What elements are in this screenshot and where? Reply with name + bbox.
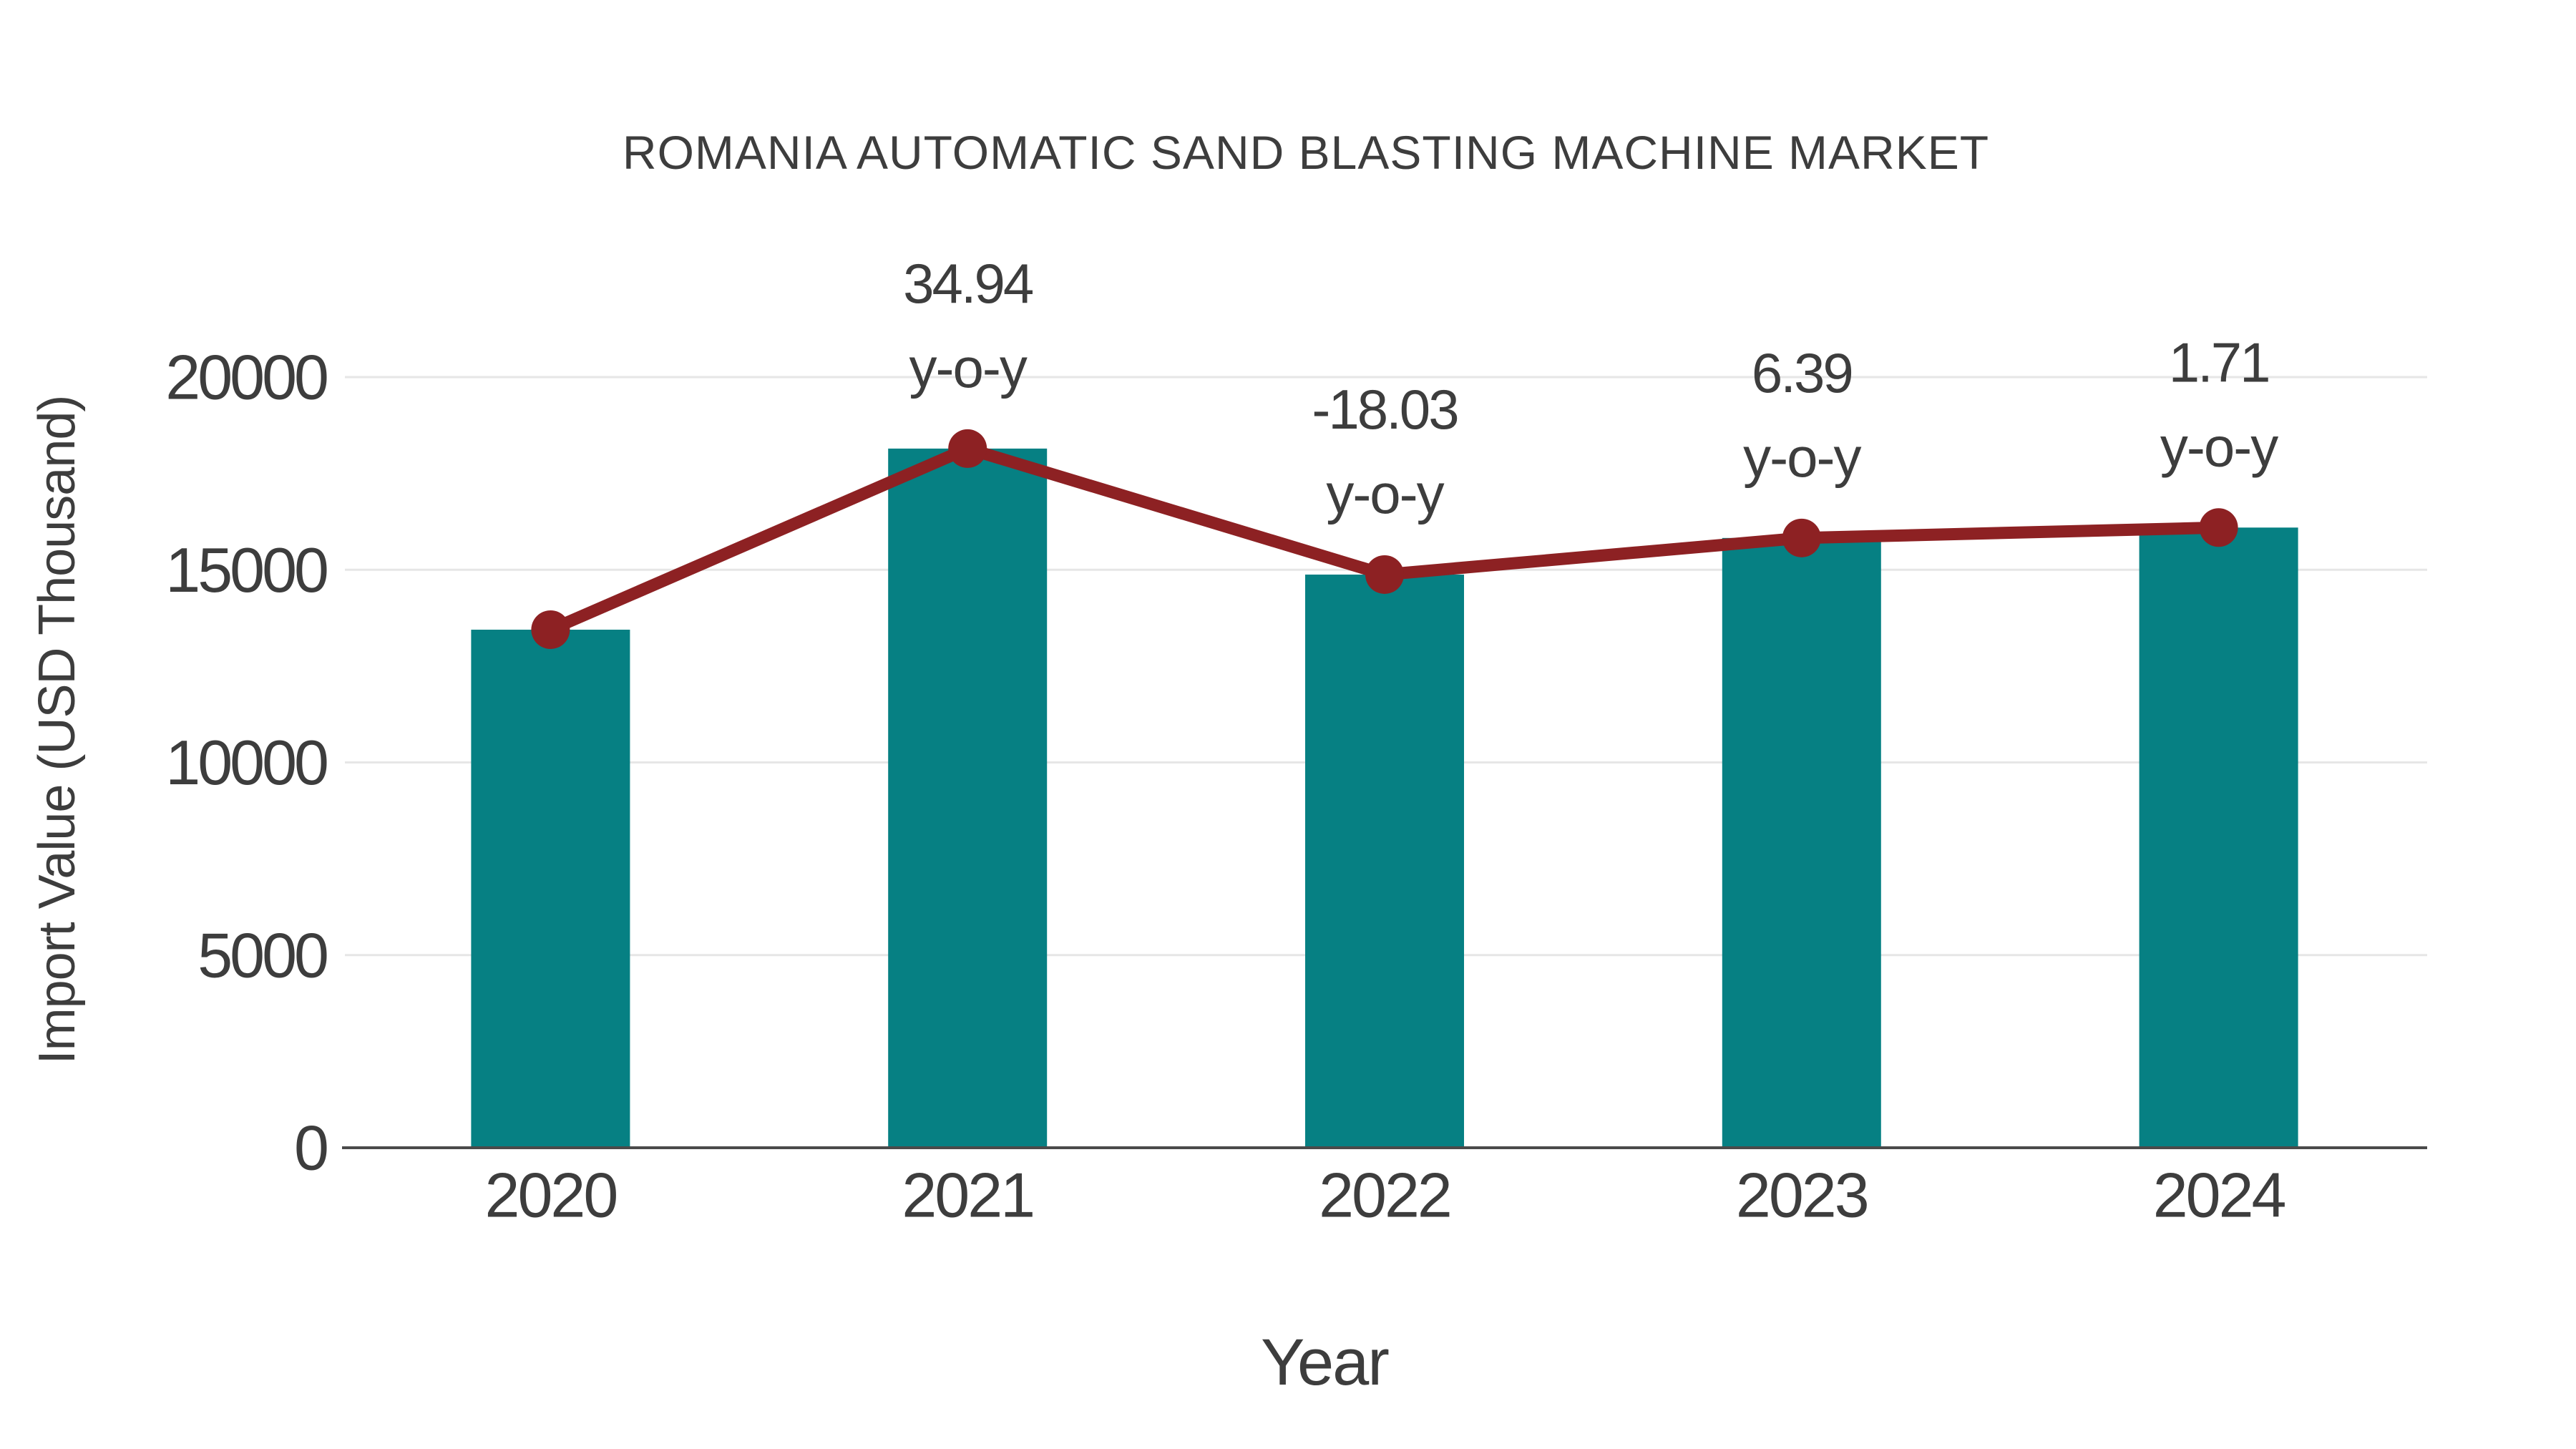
y-axis-title: Import Value (USD Thousand)	[29, 395, 86, 1065]
y-tick-label-10000: 10000	[165, 727, 327, 798]
y-tick-label-0: 0	[294, 1113, 327, 1184]
trend-marker-2024	[2199, 508, 2238, 547]
trend-marker-2020	[531, 610, 570, 649]
annotation-2024-suffix: y-o-y	[2160, 415, 2278, 478]
bar-2024	[2139, 527, 2298, 1148]
trend-marker-2023	[1782, 518, 1821, 557]
bar-2020	[471, 629, 630, 1148]
annotation-2022-value: -18.03	[1312, 378, 1457, 441]
x-tick-label-2022: 2022	[1319, 1160, 1450, 1231]
annotation-2023-value: 6.39	[1752, 341, 1852, 404]
bar-2022	[1305, 574, 1464, 1148]
y-tick-label-5000: 5000	[197, 919, 327, 990]
x-axis-title: Year	[1261, 1326, 1390, 1399]
annotation-2021-suffix: y-o-y	[909, 336, 1028, 399]
bar-2021	[888, 448, 1048, 1148]
x-tick-label-2021: 2021	[902, 1160, 1033, 1231]
trend-marker-2021	[948, 429, 987, 468]
annotation-2021-value: 34.94	[903, 252, 1033, 315]
x-tick-label-2024: 2024	[2153, 1160, 2285, 1231]
trend-marker-2022	[1365, 555, 1404, 594]
annotation-2024-value: 1.71	[2169, 331, 2269, 394]
annotation-2023-suffix: y-o-y	[1743, 426, 1861, 489]
chart-title: ROMANIA AUTOMATIC SAND BLASTING MACHINE …	[622, 126, 1990, 179]
annotation-2022-suffix: y-o-y	[1326, 462, 1444, 525]
y-tick-label-20000: 20000	[165, 342, 327, 413]
x-tick-label-2023: 2023	[1736, 1160, 1868, 1231]
y-tick-label-15000: 15000	[165, 535, 327, 605]
bar-2023	[1722, 537, 1881, 1148]
x-tick-label-2020: 2020	[485, 1160, 617, 1231]
